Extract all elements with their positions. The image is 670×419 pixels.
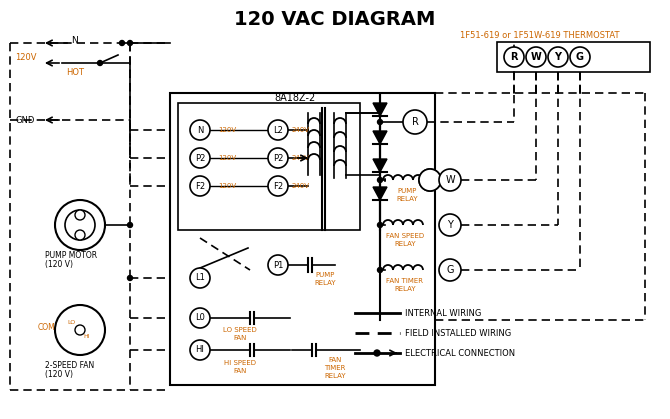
Circle shape (268, 255, 288, 275)
Circle shape (439, 169, 461, 191)
Text: LO SPEED: LO SPEED (223, 327, 257, 333)
Circle shape (190, 120, 210, 140)
Polygon shape (373, 159, 387, 172)
Circle shape (439, 214, 461, 236)
Text: P1: P1 (273, 261, 283, 269)
Text: P2: P2 (273, 153, 283, 163)
Text: PUMP: PUMP (397, 188, 417, 194)
Text: F2: F2 (273, 181, 283, 191)
Text: R: R (511, 52, 518, 62)
Text: FAN TIMER: FAN TIMER (387, 278, 423, 284)
Text: GND: GND (15, 116, 34, 124)
Bar (170, 93, 435, 385)
Text: N: N (197, 126, 203, 134)
Circle shape (190, 148, 210, 168)
Circle shape (190, 176, 210, 196)
Text: 240V: 240V (292, 183, 310, 189)
Text: FAN: FAN (233, 368, 247, 374)
Text: RELAY: RELAY (314, 280, 336, 286)
Text: RELAY: RELAY (394, 286, 416, 292)
Text: 240V: 240V (292, 127, 310, 133)
Text: FIELD INSTALLED WIRING: FIELD INSTALLED WIRING (405, 328, 511, 337)
Text: COM: COM (38, 323, 56, 333)
Polygon shape (373, 103, 387, 116)
Text: INTERNAL WIRING: INTERNAL WIRING (405, 308, 481, 318)
Text: P2: P2 (195, 153, 205, 163)
Text: 120V: 120V (15, 52, 36, 62)
Text: FAN: FAN (328, 357, 342, 363)
Circle shape (504, 47, 524, 67)
Text: HI SPEED: HI SPEED (224, 360, 256, 366)
Circle shape (119, 41, 125, 46)
Circle shape (548, 47, 568, 67)
Text: 8A18Z-2: 8A18Z-2 (275, 93, 316, 103)
Text: R: R (411, 117, 419, 127)
Text: N: N (72, 36, 78, 44)
Text: 120 VAC DIAGRAM: 120 VAC DIAGRAM (234, 10, 436, 29)
Bar (178, 103, 360, 230)
Polygon shape (373, 131, 387, 144)
Text: L1: L1 (195, 274, 205, 282)
Text: LO: LO (68, 321, 76, 326)
Text: L2: L2 (273, 126, 283, 134)
Text: FAN SPEED: FAN SPEED (386, 233, 424, 239)
Circle shape (127, 41, 133, 46)
Circle shape (190, 340, 210, 360)
Text: HI: HI (84, 334, 90, 339)
Text: PUMP MOTOR: PUMP MOTOR (45, 251, 97, 259)
Circle shape (268, 148, 288, 168)
Text: 120V: 120V (218, 155, 236, 161)
Text: ELECTRICAL CONNECTION: ELECTRICAL CONNECTION (405, 349, 515, 357)
Circle shape (55, 305, 105, 355)
Circle shape (190, 308, 210, 328)
Text: F2: F2 (195, 181, 205, 191)
Circle shape (75, 210, 85, 220)
Text: G: G (576, 52, 584, 62)
Circle shape (377, 119, 383, 124)
Text: RELAY: RELAY (324, 373, 346, 379)
Circle shape (98, 60, 103, 65)
Text: G: G (446, 265, 454, 275)
Circle shape (75, 325, 85, 335)
Text: TIMER: TIMER (324, 365, 346, 371)
Bar (497, 42, 650, 72)
Circle shape (127, 276, 133, 280)
Circle shape (526, 47, 546, 67)
Circle shape (377, 178, 383, 183)
Text: L0: L0 (195, 313, 205, 323)
Circle shape (570, 47, 590, 67)
Polygon shape (373, 187, 387, 200)
Text: W: W (531, 52, 541, 62)
Circle shape (419, 169, 441, 191)
Text: Y: Y (555, 52, 561, 62)
Circle shape (75, 230, 85, 240)
Circle shape (439, 259, 461, 281)
Text: RELAY: RELAY (396, 196, 418, 202)
Text: HI: HI (196, 346, 204, 354)
Text: 1F51-619 or 1F51W-619 THERMOSTAT: 1F51-619 or 1F51W-619 THERMOSTAT (460, 31, 620, 39)
Text: HOT: HOT (66, 67, 84, 77)
Text: 120V: 120V (218, 183, 236, 189)
Circle shape (377, 267, 383, 272)
Text: PUMP: PUMP (316, 272, 335, 278)
Circle shape (403, 110, 427, 134)
Text: (120 V): (120 V) (45, 261, 73, 269)
Circle shape (190, 268, 210, 288)
Circle shape (55, 200, 105, 250)
Circle shape (419, 169, 441, 191)
Text: RELAY: RELAY (394, 241, 416, 247)
Circle shape (268, 176, 288, 196)
Circle shape (377, 222, 383, 228)
Circle shape (127, 222, 133, 228)
Circle shape (65, 210, 95, 240)
Text: Y: Y (447, 220, 453, 230)
Circle shape (268, 120, 288, 140)
Text: W: W (445, 175, 455, 185)
Text: 120V: 120V (218, 127, 236, 133)
Text: FAN: FAN (233, 335, 247, 341)
Text: 2-SPEED FAN: 2-SPEED FAN (45, 360, 94, 370)
Text: (120 V): (120 V) (45, 370, 73, 380)
Text: 240V: 240V (292, 155, 310, 161)
Circle shape (374, 350, 380, 356)
